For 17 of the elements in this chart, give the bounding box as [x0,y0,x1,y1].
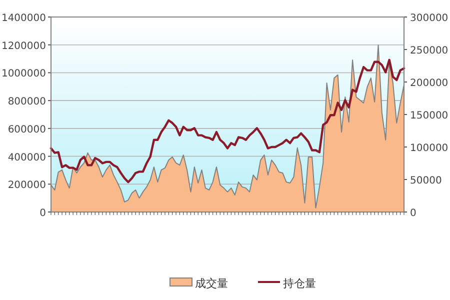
y2-tick-label: 150000 [410,110,448,122]
y2-tick-label: 300000 [410,13,448,24]
y2-tick-label: 200000 [410,78,448,89]
y-tick-label: 1000000 [1,68,46,80]
y-tick-label: 1400000 [1,13,46,24]
y-tick-label: 0 [40,208,46,219]
legend-label: 持仓量 [283,277,316,290]
y-tick-label: 400000 [8,152,46,164]
y2-tick-label: 0 [410,208,416,219]
legend-label: 成交量 [195,277,228,290]
y-tick-label: 600000 [8,124,46,136]
y-tick-label: 200000 [8,180,46,192]
y-tick-label: 1200000 [1,40,46,52]
y2-tick-label: 100000 [410,143,448,154]
y2-tick-label: 50000 [410,176,442,186]
y-tick-label: 800000 [8,96,46,108]
y2-tick-label: 250000 [410,46,448,56]
